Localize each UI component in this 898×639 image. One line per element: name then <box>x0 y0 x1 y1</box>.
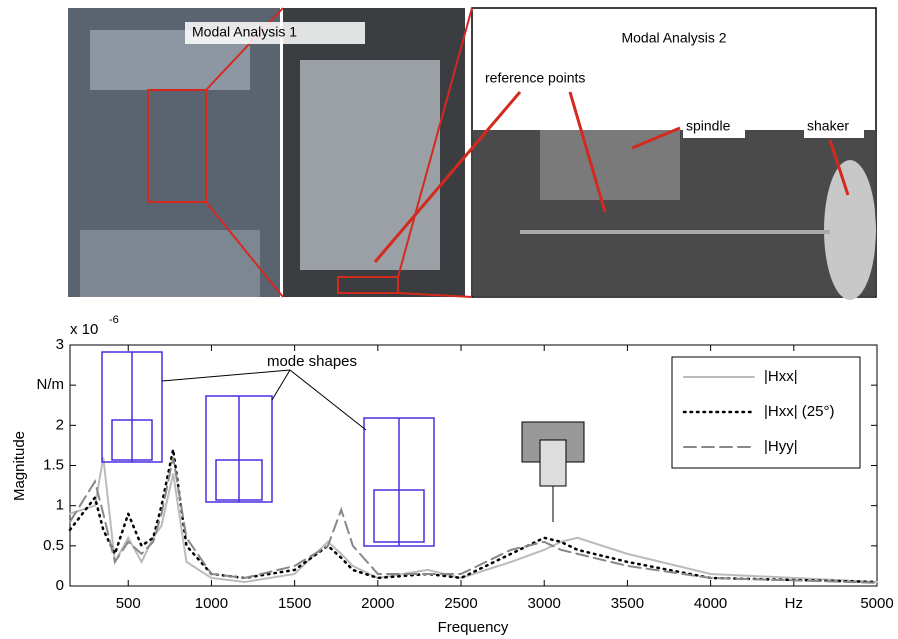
x-axis-label: Frequency <box>438 619 509 636</box>
y-tick-label: 1.5 <box>43 456 64 473</box>
multiplier: x 10 <box>70 321 98 338</box>
y-tick-label: 1 <box>56 497 64 514</box>
legend-label: |Hxx| <box>764 368 798 385</box>
label-bg <box>185 22 365 44</box>
annotation: mode shapes <box>267 353 357 370</box>
x-tick-label: 2000 <box>361 595 394 612</box>
zoom-line <box>397 292 473 298</box>
y-axis-label: Magnitude <box>11 431 28 501</box>
photo-label: shaker <box>807 118 849 134</box>
x-tick-label: 1500 <box>278 595 311 612</box>
x-tick-label: 3000 <box>528 595 561 612</box>
label-bg <box>683 116 745 138</box>
legend-label: |Hxx| (25°) <box>764 403 834 420</box>
legend-label: |Hyy| <box>764 438 798 455</box>
series-line <box>68 449 879 584</box>
y-tick-label: 0 <box>56 577 64 594</box>
series-line <box>69 457 878 583</box>
label-bg <box>804 116 864 138</box>
arrow <box>828 139 850 196</box>
arrow <box>373 91 522 263</box>
tool-sketch <box>521 421 585 522</box>
zoom-line <box>397 7 473 278</box>
pointer <box>289 369 367 431</box>
photo-detail <box>300 60 440 270</box>
arrow <box>568 91 607 213</box>
x-tick-label: 5000 <box>860 595 893 612</box>
pointer <box>161 369 291 382</box>
zoom-line <box>205 201 284 298</box>
photo-label: Modal Analysis 1 <box>192 24 297 40</box>
photo-detail <box>80 230 260 297</box>
x-tick-label: 1000 <box>195 595 228 612</box>
y-tick-label: 3 <box>56 336 64 353</box>
y-tick-label: N/m <box>37 376 65 393</box>
pointer <box>271 369 291 401</box>
photos <box>68 7 877 300</box>
x-tick-label: 500 <box>116 595 141 612</box>
photo-label: reference points <box>485 70 585 86</box>
photo-label: spindle <box>686 118 731 134</box>
photo-label: Modal Analysis 2 <box>621 30 726 46</box>
zoom-line <box>205 7 284 91</box>
multiplier-exponent: -6 <box>109 314 119 326</box>
arrow <box>631 126 681 150</box>
y-tick-label: 2 <box>56 416 64 433</box>
x-tick-label: 4000 <box>694 595 727 612</box>
photo-detail <box>540 130 680 200</box>
mode-shapes <box>101 351 435 547</box>
x-tick-label: 2500 <box>444 595 477 612</box>
y-tick-label: 0.5 <box>43 537 64 554</box>
x-tick-label: 3500 <box>611 595 644 612</box>
photo-shaker <box>824 160 876 300</box>
zoom-box <box>147 89 207 203</box>
x-tick-label: Hz <box>785 595 803 612</box>
zoom-box <box>337 276 399 294</box>
series-line <box>69 457 878 584</box>
